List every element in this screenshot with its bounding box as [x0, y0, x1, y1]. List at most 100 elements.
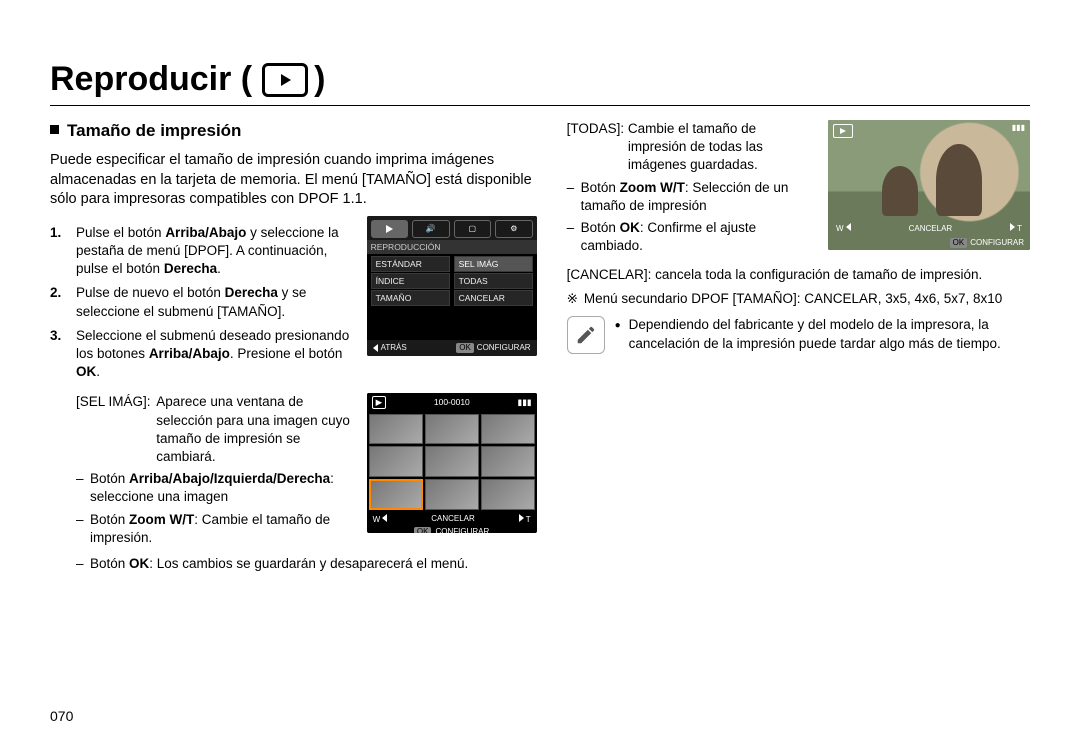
right-top-block: [TODAS]: Cambie el tamaño de impresión d…	[567, 120, 1030, 260]
triangle-left-icon	[373, 344, 378, 352]
step-1: Pulse el botón Arriba/Abajo y seleccione…	[50, 224, 357, 279]
single-bot1: W CANCELAR T	[828, 223, 1030, 234]
menu-cell: ESTÁNDAR	[371, 256, 450, 272]
t-label: T	[526, 515, 531, 524]
note-icon	[567, 316, 605, 354]
menu-cell: CANCELAR	[454, 290, 533, 306]
step-3: Seleccione el submenú deseado presionand…	[50, 327, 357, 382]
menu-cell-highlight: SEL IMÁG	[454, 256, 533, 272]
menu-section-label: REPRODUCCIÓN	[367, 240, 537, 254]
triangle-right-icon	[1010, 223, 1015, 231]
right-bullet-1: Botón Zoom W/T: Selección de un tamaño d…	[567, 179, 820, 215]
step-2: Pulse de nuevo el botón Derecha y se sel…	[50, 284, 357, 320]
steps-and-shot1: Pulse el botón Arriba/Abajo y seleccione…	[50, 216, 537, 390]
w-label: W	[836, 224, 844, 233]
cancel-line: [CANCELAR]: cancela toda la configuració…	[567, 266, 1030, 284]
menu-cell: TAMAÑO	[371, 290, 450, 306]
section-heading: Tamaño de impresión	[50, 120, 537, 143]
w-label: W	[373, 515, 381, 524]
todas-desc: Cambie el tamaño de impresión de todas l…	[628, 120, 778, 175]
title-close: )	[314, 60, 325, 99]
menu-tabs: 🔊 ▢ ⚙	[367, 216, 537, 240]
note-row: Dependiendo del fabricante y del modelo …	[567, 316, 1030, 354]
steps-block: Pulse el botón Arriba/Abajo y seleccione…	[50, 216, 357, 390]
left-dash-list-2: Botón OK: Los cambios se guardarán y des…	[76, 555, 537, 573]
note-bullet: Dependiendo del fabricante y del modelo …	[615, 316, 1030, 352]
tab-settings-icon: ⚙	[495, 220, 533, 238]
selimag-line: [SEL IMÁG]: Aparece una ventana de selec…	[76, 393, 357, 466]
square-bullet-icon	[50, 125, 59, 134]
star-line: Menú secundario DPOF [TAMAÑO]: CANCELAR,…	[567, 290, 1030, 308]
cancel-label: CANCELAR	[431, 514, 475, 524]
selimag-block: [SEL IMÁG]: Aparece una ventana de selec…	[50, 393, 357, 551]
title-divider	[50, 105, 1030, 106]
todas-label: [TODAS]:	[567, 121, 625, 136]
ok-key-icon: OK	[414, 527, 432, 533]
person-shape	[882, 166, 918, 216]
thumbs-file-label: 100-0010	[434, 397, 470, 407]
left-bullet-2: Botón Zoom W/T: Cambie el tamaño de impr…	[76, 511, 357, 547]
right-column: [TODAS]: Cambie el tamaño de impresión d…	[567, 120, 1030, 577]
section-heading-text: Tamaño de impresión	[67, 121, 241, 140]
screenshot-menu: 🔊 ▢ ⚙ REPRODUCCIÓN ESTÁNDARSEL IMÁG ÍNDI…	[367, 216, 537, 356]
selimag-and-shot2: [SEL IMÁG]: Aparece una ventana de selec…	[50, 393, 537, 551]
right-bullet-2: Botón OK: Confirme el ajuste cambiado.	[567, 219, 820, 255]
battery-icon: ▮▮▮	[1012, 123, 1025, 133]
footer-back-label: ATRÁS	[381, 343, 407, 353]
triangle-left-icon	[382, 514, 387, 522]
page-number: 070	[50, 708, 73, 724]
thumb	[369, 414, 423, 445]
selimag-desc: Aparece una ventana de selección para un…	[156, 393, 355, 466]
footer-set-label: CONFIGURAR	[477, 343, 531, 353]
thumb	[481, 446, 535, 477]
menu-body: ESTÁNDARSEL IMÁG ÍNDICETODAS TAMAÑOCANCE…	[367, 254, 537, 309]
thumb	[481, 414, 535, 445]
thumb	[481, 479, 535, 510]
t-label: T	[1017, 224, 1022, 233]
triangle-right-icon	[519, 514, 524, 522]
menu-cell: ÍNDICE	[371, 273, 450, 289]
triangle-left-icon	[846, 223, 851, 231]
right-dash-list: Botón Zoom W/T: Selección de un tamaño d…	[567, 179, 820, 256]
numbered-steps: Pulse el botón Arriba/Abajo y seleccione…	[50, 224, 357, 382]
selimag-label: [SEL IMÁG]:	[76, 394, 151, 409]
note-bullet-list: Dependiendo del fabricante y del modelo …	[615, 316, 1030, 352]
page-title: Reproducir ( )	[50, 60, 1030, 99]
menu-cell: TODAS	[454, 273, 533, 289]
battery-icon: ▮▮▮	[518, 397, 532, 407]
tab-sound-icon: 🔊	[412, 220, 450, 238]
screenshot-single: ▮▮▮ W CANCELAR T OK CONFIGURAR	[828, 120, 1030, 250]
person-shape	[936, 144, 982, 216]
menu-footer: ATRÁS OKCONFIGURAR	[367, 340, 537, 356]
ok-key-icon: OK	[456, 343, 474, 353]
thumb-selected	[369, 479, 423, 510]
screenshot-thumbs: ▶ 100-0010 ▮▮▮	[367, 393, 537, 533]
tab-display-icon: ▢	[454, 220, 492, 238]
thumbs-grid	[367, 412, 537, 512]
play-small-icon: ▶	[372, 396, 387, 408]
left-bullet-3: Botón OK: Los cambios se guardarán y des…	[76, 555, 537, 573]
conf-label: CONFIGURAR	[970, 238, 1024, 248]
intro-paragraph: Puede especificar el tamaño de impresión…	[50, 151, 537, 210]
content-columns: Tamaño de impresión Puede especificar el…	[50, 120, 1030, 577]
conf-label: CONFIGURAR	[435, 527, 489, 533]
thumbs-topbar: ▶ 100-0010 ▮▮▮	[367, 393, 537, 411]
single-bot2: OK CONFIGURAR	[950, 238, 1024, 248]
thumbs-bot1: W CANCELAR T	[367, 512, 537, 527]
cancel-label: CANCELAR	[909, 224, 953, 234]
todas-line: [TODAS]: Cambie el tamaño de impresión d…	[567, 120, 820, 175]
ok-key-icon: OK	[950, 238, 968, 248]
play-icon	[262, 63, 308, 97]
manual-page: Reproducir ( ) Tamaño de impresión Puede…	[0, 0, 1080, 746]
left-bullet-1: Botón Arriba/Abajo/Izquierda/Derecha: se…	[76, 470, 357, 506]
thumb	[369, 446, 423, 477]
left-column: Tamaño de impresión Puede especificar el…	[50, 120, 537, 577]
single-topbar: ▮▮▮	[833, 123, 1025, 133]
left-dash-list: Botón Arriba/Abajo/Izquierda/Derecha: se…	[76, 470, 357, 547]
thumbs-bot2: OK CONFIGURAR	[367, 526, 537, 533]
thumb	[425, 479, 479, 510]
thumb	[425, 446, 479, 477]
thumb	[425, 414, 479, 445]
title-text: Reproducir (	[50, 60, 252, 99]
tab-play-icon	[371, 220, 409, 238]
